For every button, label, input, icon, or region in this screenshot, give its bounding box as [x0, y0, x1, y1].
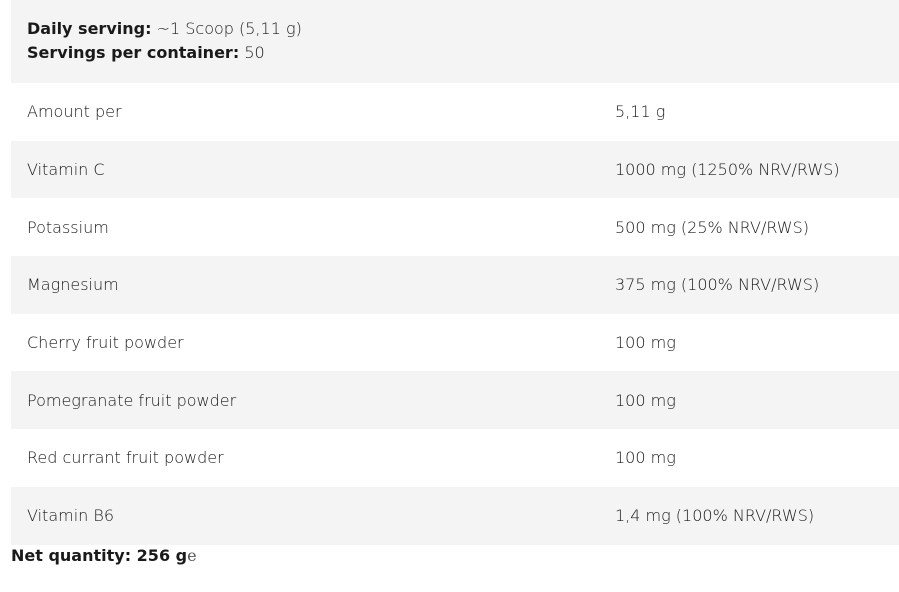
nutrient-amount: 1000 mg (1250% NRV/RWS) — [615, 160, 840, 180]
daily-serving: Daily serving: ~1 Scoop (5,11 g) — [27, 19, 302, 38]
serving-info: Daily serving: ~1 Scoop (5,11 g) Serving… — [11, 0, 899, 83]
table-row: Potassium 500 mg (25% NRV/RWS) — [11, 198, 899, 256]
nutrient-name: Red currant fruit powder — [27, 448, 224, 468]
table-row: Cherry fruit powder 100 mg — [11, 314, 899, 372]
table-row: Vitamin B6 1,4 mg (100% NRV/RWS) — [11, 486, 899, 545]
nutrient-amount: 100 mg — [615, 333, 676, 353]
nutrient-name: Vitamin C — [27, 160, 105, 180]
nutrient-amount: 1,4 mg (100% NRV/RWS) — [615, 506, 815, 526]
nutrient-name: Pomegranate fruit powder — [27, 390, 237, 410]
nutrient-name: Magnesium — [27, 275, 119, 295]
table-row: Pomegranate fruit powder 100 mg — [11, 371, 899, 430]
nutrient-name: Potassium — [27, 217, 109, 237]
table-row: Vitamin C 1000 mg (1250% NRV/RWS) — [11, 140, 899, 199]
nutrient-name: Cherry fruit powder — [27, 333, 184, 353]
table-row: Magnesium 375 mg (100% NRV/RWS) — [11, 256, 899, 314]
nutrient-name: Vitamin B6 — [27, 506, 115, 526]
nutrient-amount: 100 mg — [615, 448, 676, 468]
nutrient-name: Amount per — [27, 102, 122, 122]
nutrient-amount: 5,11 g — [615, 102, 666, 122]
nutrition-table: Daily serving: ~1 Scoop (5,11 g) Serving… — [11, 0, 899, 545]
nutrient-amount: 375 mg (100% NRV/RWS) — [615, 275, 820, 295]
table-row: Amount per 5,11 g — [11, 83, 899, 141]
table-row: Red currant fruit powder 100 mg — [11, 429, 899, 487]
servings-per-container: Servings per container: 50 — [27, 43, 265, 62]
net-quantity: Net quantity: 256 ge — [11, 546, 197, 565]
nutrient-amount: 500 mg (25% NRV/RWS) — [615, 217, 810, 237]
nutrient-amount: 100 mg — [615, 390, 676, 410]
